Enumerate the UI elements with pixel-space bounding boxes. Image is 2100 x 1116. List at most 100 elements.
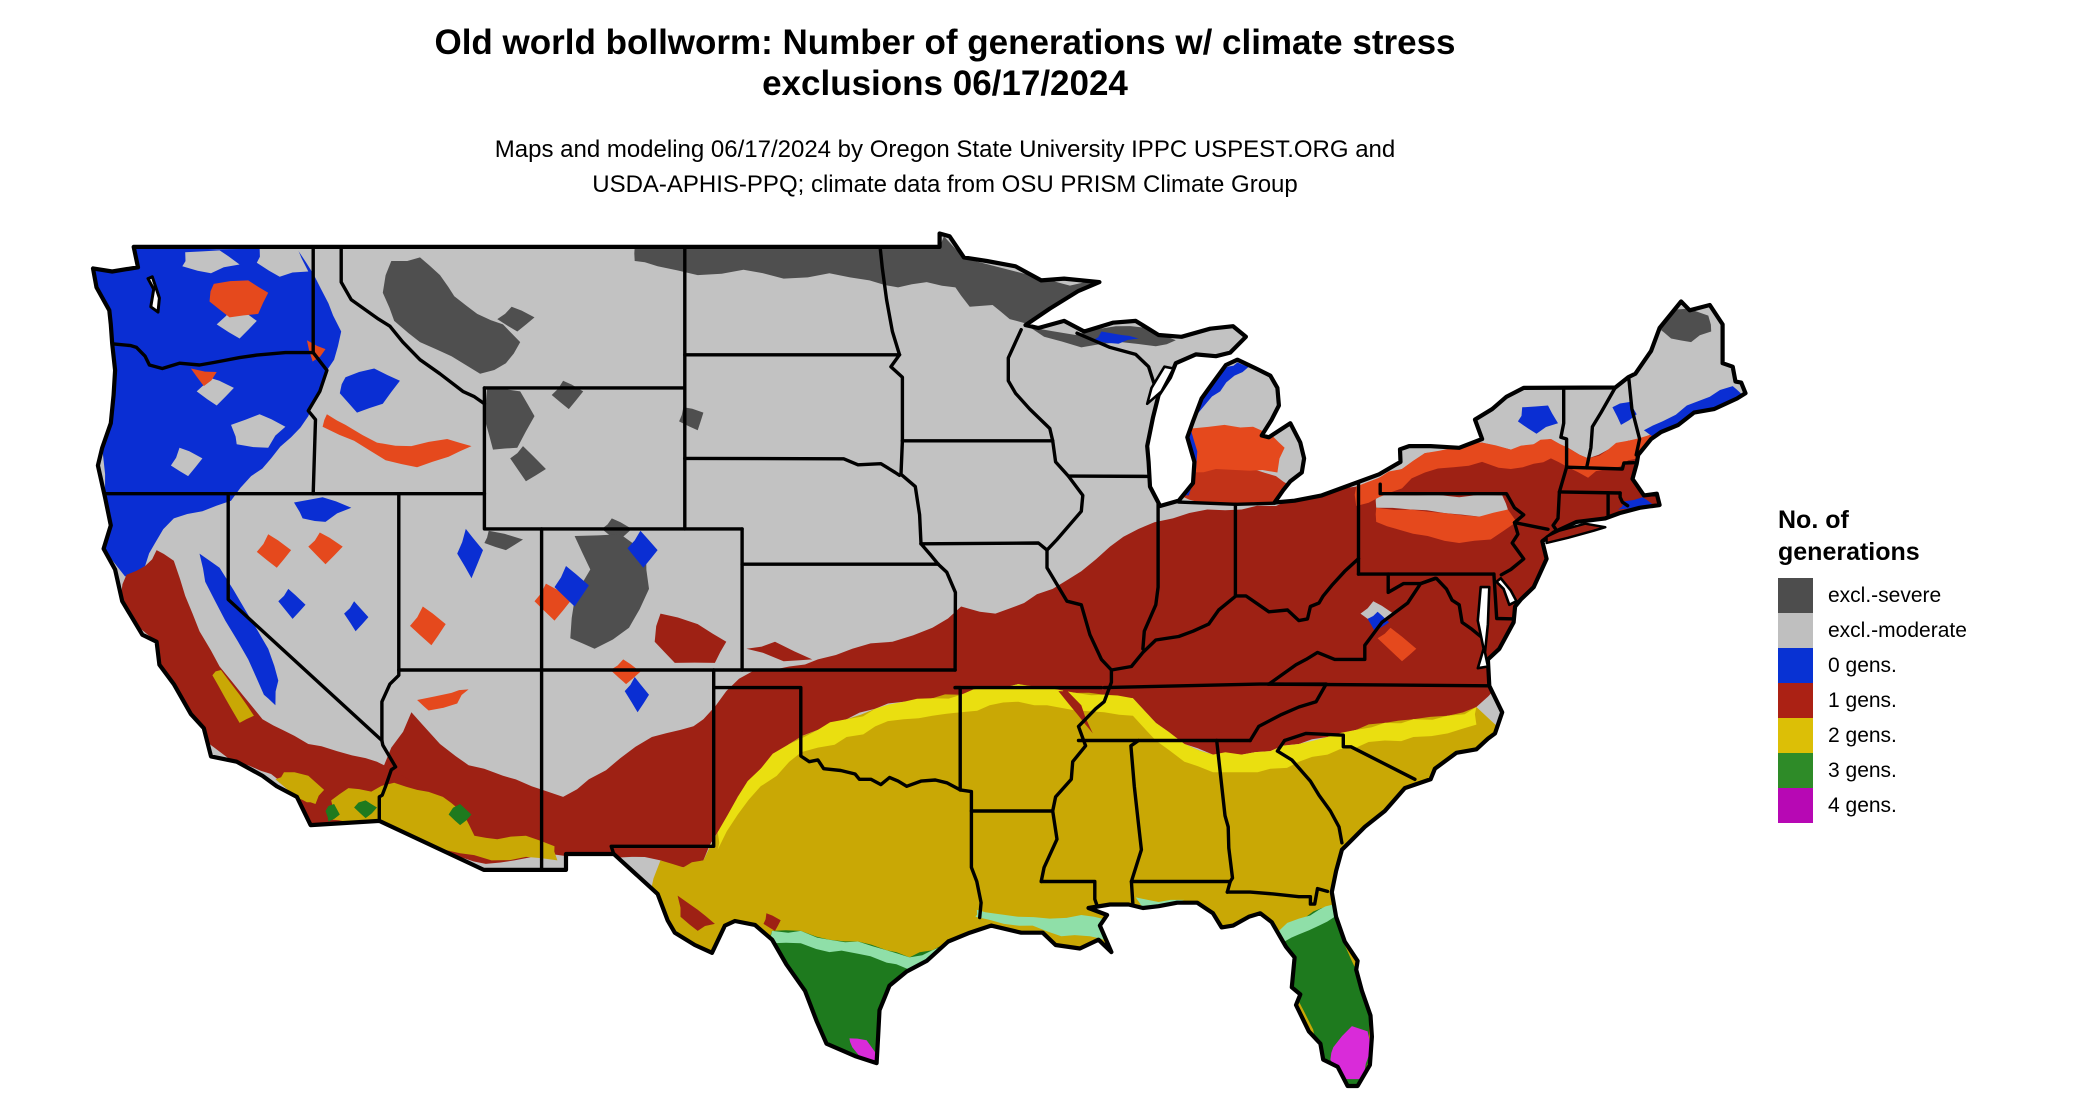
region-gens1-65	[763, 913, 781, 931]
region-gens0-47	[627, 530, 658, 568]
region-gens3_light-67	[770, 930, 956, 970]
region-gens0-57	[1092, 331, 1139, 344]
legend-swatch	[1778, 613, 1813, 648]
map-title-line2: exclusions 06/17/2024	[762, 64, 1128, 103]
region-gens0-41	[199, 553, 279, 706]
region-moderate-2	[256, 246, 309, 277]
legend-item-label: excl.-moderate	[1828, 618, 1967, 642]
legend-swatch	[1778, 578, 1813, 613]
region-gens1_warm-36	[534, 583, 572, 621]
region-gens1_mid-22	[1180, 467, 1289, 505]
state-border-42	[1386, 572, 1483, 639]
region-severe-19	[484, 530, 523, 551]
legend-swatch	[1778, 683, 1813, 718]
state-border-22	[958, 788, 983, 920]
region-gens1_warm-33	[256, 534, 292, 568]
region-gens3_light-69	[1278, 904, 1335, 942]
map-subtitle-line1: Maps and modeling 06/17/2024 by Oregon S…	[494, 136, 1396, 163]
region-gens2-61	[275, 772, 325, 804]
us-map-container	[85, 225, 1760, 1115]
legend-item: excl.-severe	[1778, 578, 1967, 613]
region-gens3-72	[354, 800, 377, 819]
state-border-60	[1618, 491, 1630, 508]
region-gens1_warm-28	[1375, 507, 1517, 543]
region-moderate-6	[170, 447, 203, 477]
region-severe-11	[497, 306, 535, 332]
state-border-58	[1557, 490, 1622, 495]
state-border-55	[1564, 461, 1636, 471]
state-border-50	[1225, 886, 1330, 906]
state-border-34	[1141, 501, 1160, 651]
state-border-28	[919, 541, 1049, 552]
region-gens0-48	[624, 677, 649, 713]
legend-item-label: 3 gens.	[1828, 758, 1897, 782]
chesapeake-bay-water	[1476, 585, 1491, 670]
state-borders	[96, 245, 1642, 920]
state-border-16	[936, 562, 958, 672]
region-gens3_light-70	[975, 909, 1113, 944]
state-border-51	[1275, 738, 1344, 845]
map-title-line1: Old world bollworm: Number of generation…	[434, 23, 1456, 62]
region-gens0-46	[554, 566, 589, 607]
region-gens0-54	[1367, 611, 1390, 632]
region-moderate-25	[1375, 494, 1508, 517]
region-gens0-43	[278, 588, 306, 619]
state-border-24	[1006, 328, 1114, 884]
region-gens1_warm-32	[322, 414, 472, 468]
state-border-1	[110, 342, 315, 371]
region-severe-17	[570, 534, 649, 649]
state-border-56	[1627, 375, 1642, 457]
state-border-54	[1584, 385, 1617, 470]
legend-item: 1 gens.	[1778, 683, 1967, 718]
map-header: Old world bollworm: Number of generation…	[0, 22, 1890, 202]
state-border-37	[1177, 500, 1277, 506]
legend-item: excl.-moderate	[1778, 613, 1967, 648]
region-gens1_warm-30	[209, 280, 269, 318]
state-border-20	[712, 685, 962, 792]
legend-swatch	[1778, 718, 1813, 753]
region-gens1_warm-27	[1354, 393, 1746, 506]
state-border-30	[889, 353, 905, 443]
legend-item: 3 gens.	[1778, 753, 1967, 788]
state-border-44	[1266, 682, 1491, 688]
state-border-62	[1492, 572, 1517, 621]
state-border-17	[919, 542, 940, 566]
region-severe-14	[485, 387, 535, 450]
region-gens0-45	[457, 528, 483, 579]
map-title: Old world bollworm: Number of generation…	[0, 22, 1890, 104]
state-border-32	[1075, 331, 1156, 387]
legend-swatch	[1778, 753, 1813, 788]
region-gens3-73	[448, 804, 472, 826]
legend-item-label: 1 gens.	[1828, 688, 1897, 712]
map-subtitle-line2: USDA-APHIS-PPQ; climate data from OSU PR…	[592, 171, 1298, 198]
region-gens2-60	[331, 782, 558, 861]
long-island	[1545, 522, 1607, 545]
legend-item: 0 gens.	[1778, 648, 1967, 683]
state-border-52	[1282, 731, 1417, 781]
region-gens4-76	[1330, 1026, 1371, 1080]
region-severe-10	[382, 257, 521, 374]
legend-item-label: 0 gens.	[1828, 653, 1897, 677]
state-border-8	[482, 492, 744, 531]
region-gens3-74	[325, 804, 340, 822]
region-gens0-42	[294, 497, 352, 522]
region-moderate-3	[216, 305, 257, 339]
region-severe-15	[510, 446, 546, 482]
region-gens1_warm-40	[1377, 627, 1417, 662]
state-border-41	[1267, 576, 1437, 686]
state-border-14	[683, 456, 902, 477]
legend-title-line2: generations	[1778, 538, 1920, 566]
region-moderate-5	[231, 414, 286, 448]
region-gens1-23	[654, 613, 727, 663]
conus-outline	[90, 231, 1748, 1089]
green-bay-water	[1145, 365, 1175, 406]
delaware-bay-water	[1495, 577, 1518, 607]
map-subtitle: Maps and modeling 06/17/2024 by Oregon S…	[0, 132, 1890, 202]
state-border-61	[1512, 520, 1550, 531]
region-gens1_warm-38	[417, 689, 469, 711]
state-border-31	[878, 245, 902, 357]
legend-title: No. of generations	[1778, 504, 1967, 568]
legend: No. of generations excl.-severe excl.-mod…	[1778, 504, 1967, 823]
region-gens2-62	[212, 670, 254, 723]
us-generations-map	[90, 231, 1748, 1089]
